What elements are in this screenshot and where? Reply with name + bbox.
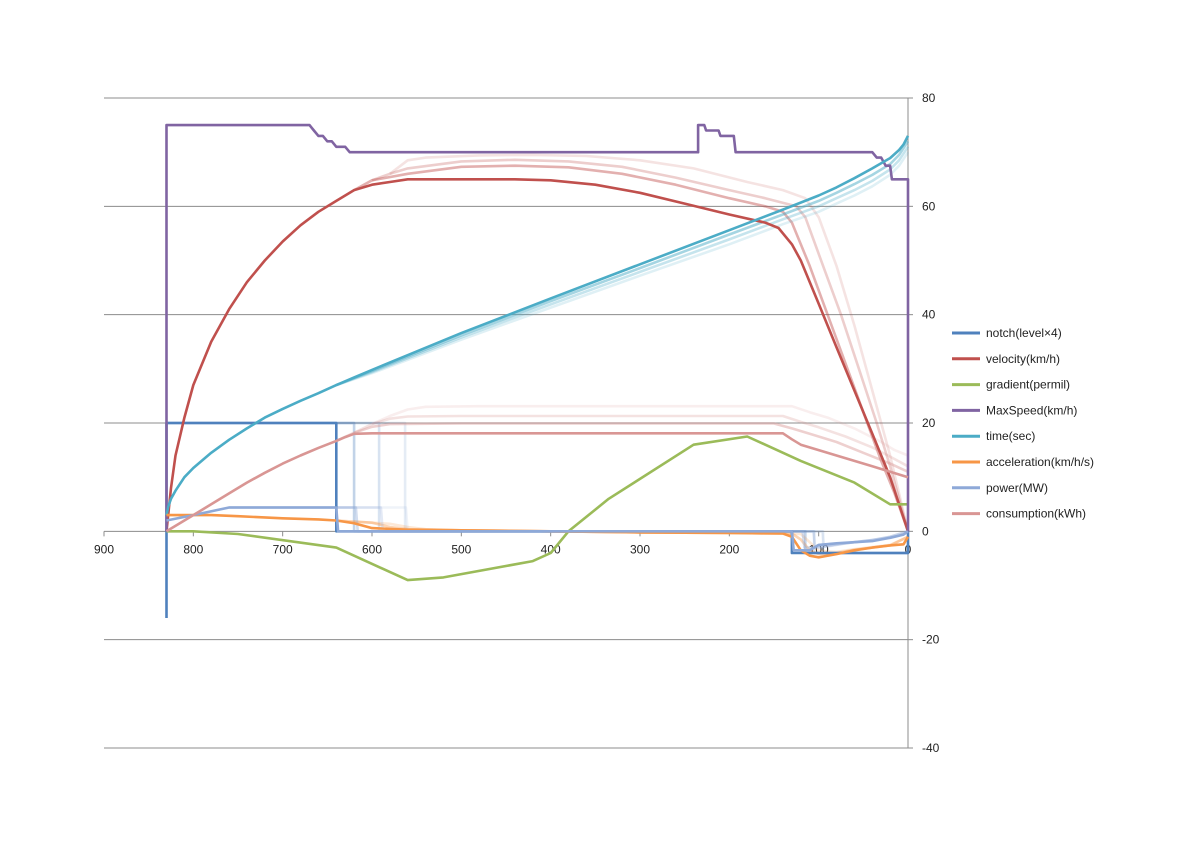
series-line-6 — [166, 506, 909, 552]
series-line-faded-7-0 — [335, 422, 909, 473]
legend-label: notch(level×4) — [986, 326, 1062, 340]
y-tick-label: -40 — [922, 741, 940, 755]
y-tick-label: 20 — [922, 416, 936, 430]
x-tick-label: 200 — [719, 542, 739, 556]
y-tick-label: 40 — [922, 308, 936, 322]
series-line-faded-1-2 — [389, 153, 910, 532]
legend-label: time(sec) — [986, 429, 1035, 443]
series-line-2 — [166, 435, 908, 582]
x-tick-label: 500 — [451, 542, 471, 556]
x-tick-label: 600 — [362, 542, 382, 556]
x-tick-label: 900 — [94, 542, 114, 556]
x-tick-label: 800 — [183, 542, 203, 556]
series-line-1 — [165, 178, 910, 532]
legend-label: consumption(kWh) — [986, 507, 1086, 521]
y-tick-label: 0 — [922, 524, 929, 538]
legend-label: acceleration(km/h/s) — [986, 455, 1094, 469]
series-line-5 — [166, 513, 910, 559]
legend-label: gradient(permil) — [986, 378, 1070, 392]
y-tick-label: -20 — [922, 633, 940, 647]
series-line-0 — [165, 421, 910, 618]
x-tick-label: 700 — [273, 542, 293, 556]
series-line-faded-4-2 — [335, 151, 910, 387]
series-lines — [165, 123, 910, 618]
legend-label: velocity(km/h) — [986, 352, 1060, 366]
legend: notch(level×4) velocity(km/h) gradient(per… — [952, 326, 1094, 521]
series-line-faded-1-1 — [371, 158, 910, 532]
x-tick-label: 300 — [630, 542, 650, 556]
series-line-4 — [165, 135, 910, 516]
y-tick-label: 60 — [922, 199, 936, 213]
y-tick-label: 80 — [922, 91, 936, 105]
series-line-faded-7-1 — [353, 414, 909, 468]
series-line-3 — [165, 123, 910, 532]
series-line-7 — [165, 432, 909, 533]
series-line-faded-7-2 — [371, 404, 909, 457]
series-line-faded-4-1 — [335, 146, 910, 387]
legend-label: power(MW) — [986, 481, 1048, 495]
legend-label: MaxSpeed(km/h) — [986, 403, 1077, 417]
